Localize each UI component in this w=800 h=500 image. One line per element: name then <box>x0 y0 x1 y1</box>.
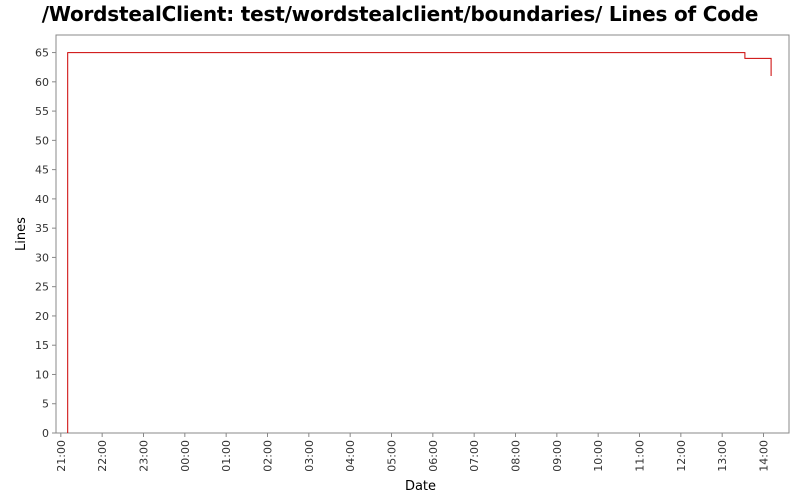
y-axis-label: Lines <box>14 217 29 251</box>
x-tick-label: 02:00 <box>261 440 274 472</box>
y-tick-label: 35 <box>35 222 49 235</box>
x-tick-label: 00:00 <box>179 440 192 472</box>
series-line <box>67 52 772 433</box>
x-tick-label: 21:00 <box>55 440 68 472</box>
x-tick-label: 13:00 <box>716 440 729 472</box>
y-axis: 0 5 10 15 20 25 30 35 40 45 50 55 60 65 <box>35 47 56 440</box>
x-tick-label: 07:00 <box>468 440 481 472</box>
y-tick-label: 65 <box>35 47 49 60</box>
series-layer <box>67 52 772 433</box>
x-tick-label: 04:00 <box>344 440 357 472</box>
y-tick-label: 45 <box>35 164 49 177</box>
plot-area <box>55 34 790 434</box>
y-tick-label: 40 <box>35 193 49 206</box>
y-tick-label: 30 <box>35 251 49 264</box>
x-tick-label: 10:00 <box>592 440 605 472</box>
y-tick-label: 15 <box>35 339 49 352</box>
y-tick-label: 5 <box>42 398 49 411</box>
x-tick-label: 06:00 <box>427 440 440 472</box>
x-tick-label: 03:00 <box>303 440 316 472</box>
x-tick-label: 08:00 <box>510 440 523 472</box>
x-axis: 21:00 22:00 23:00 00:00 01:00 02:00 03:00 04:00… <box>55 433 771 472</box>
y-tick-label: 25 <box>35 281 49 294</box>
y-tick-label: 50 <box>35 134 49 147</box>
x-axis-label: Date <box>405 479 436 494</box>
x-tick-label: 23:00 <box>137 440 150 472</box>
y-tick-label: 10 <box>35 368 49 381</box>
x-tick-label: 14:00 <box>758 440 771 472</box>
y-tick-label: 55 <box>35 105 49 118</box>
y-tick-label: 0 <box>42 427 49 440</box>
x-tick-label: 11:00 <box>634 440 647 472</box>
x-tick-label: 22:00 <box>96 440 109 472</box>
x-tick-label: 05:00 <box>385 440 398 472</box>
x-tick-label: 01:00 <box>220 440 233 472</box>
y-tick-label: 20 <box>35 310 49 323</box>
x-tick-label: 09:00 <box>551 440 564 472</box>
chart-title: /WordstealClient: test/wordstealclient/b… <box>41 2 759 26</box>
x-tick-label: 12:00 <box>675 440 688 472</box>
y-tick-label: 60 <box>35 76 49 89</box>
